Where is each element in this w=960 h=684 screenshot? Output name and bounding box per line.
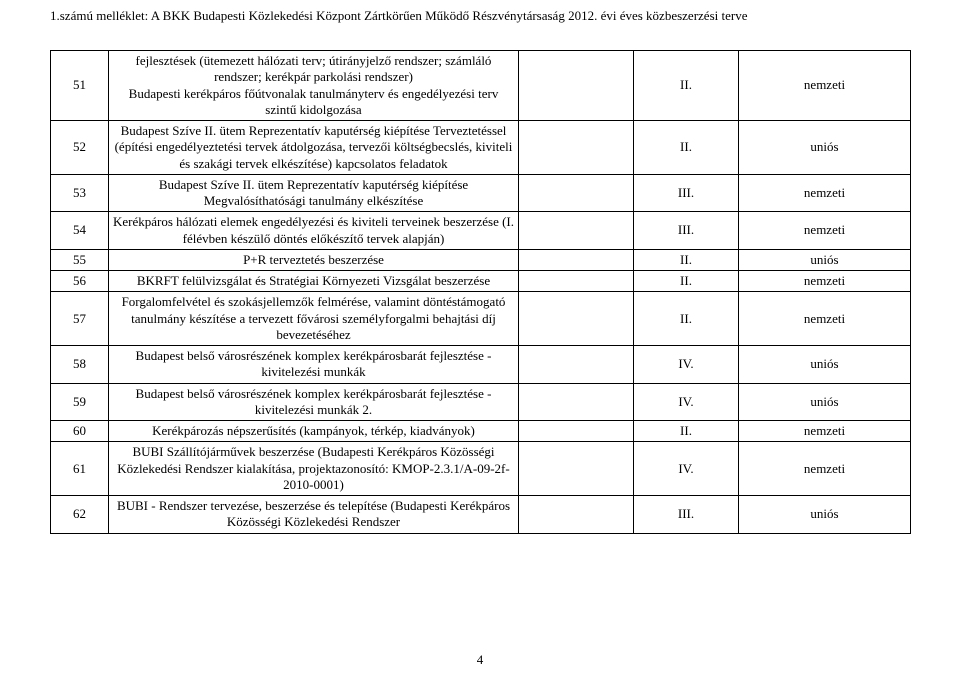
row-number: 53: [51, 174, 109, 212]
row-source: uniós: [739, 383, 911, 421]
row-description: Forgalomfelvétel és szokásjellemzők felm…: [109, 292, 519, 346]
row-blank: [519, 442, 634, 496]
table-row: 54Kerékpáros hálózati elemek engedélyezé…: [51, 212, 911, 250]
row-roman: II.: [634, 421, 739, 442]
row-number: 58: [51, 346, 109, 384]
row-description: BUBI - Rendszer tervezése, beszerzése és…: [109, 496, 519, 534]
row-number: 57: [51, 292, 109, 346]
row-source: nemzeti: [739, 174, 911, 212]
table-row: 60Kerékpározás népszerűsítés (kampányok,…: [51, 421, 911, 442]
row-description: BKRFT felülvizsgálat és Stratégiai Körny…: [109, 271, 519, 292]
table-row: 58Budapest belső városrészének komplex k…: [51, 346, 911, 384]
row-number: 60: [51, 421, 109, 442]
row-roman: III.: [634, 496, 739, 534]
row-number: 56: [51, 271, 109, 292]
row-source: uniós: [739, 121, 911, 175]
row-description: Kerékpáros hálózati elemek engedélyezési…: [109, 212, 519, 250]
row-source: nemzeti: [739, 212, 911, 250]
row-source: uniós: [739, 346, 911, 384]
row-blank: [519, 421, 634, 442]
table-row: 61BUBI Szállítójárművek beszerzése (Buda…: [51, 442, 911, 496]
row-blank: [519, 51, 634, 121]
row-roman: II.: [634, 249, 739, 270]
row-description: Budapest Szíve II. ütem Reprezentatív ka…: [109, 121, 519, 175]
row-description: BUBI Szállítójárművek beszerzése (Budape…: [109, 442, 519, 496]
row-blank: [519, 292, 634, 346]
row-description: Budapest belső városrészének komplex ker…: [109, 383, 519, 421]
table-row: 52Budapest Szíve II. ütem Reprezentatív …: [51, 121, 911, 175]
procurement-table: 51fejlesztések (ütemezett hálózati terv;…: [50, 50, 911, 534]
table-row: 57Forgalomfelvétel és szokásjellemzők fe…: [51, 292, 911, 346]
row-roman: IV.: [634, 442, 739, 496]
row-source: nemzeti: [739, 442, 911, 496]
row-blank: [519, 271, 634, 292]
row-blank: [519, 496, 634, 534]
row-number: 54: [51, 212, 109, 250]
row-roman: IV.: [634, 383, 739, 421]
row-source: nemzeti: [739, 421, 911, 442]
row-number: 51: [51, 51, 109, 121]
table-row: 53Budapest Szíve II. ütem Reprezentatív …: [51, 174, 911, 212]
row-roman: III.: [634, 174, 739, 212]
row-number: 52: [51, 121, 109, 175]
row-blank: [519, 249, 634, 270]
row-blank: [519, 212, 634, 250]
row-source: nemzeti: [739, 292, 911, 346]
row-roman: II.: [634, 271, 739, 292]
row-roman: II.: [634, 121, 739, 175]
row-description: Budapest belső városrészének komplex ker…: [109, 346, 519, 384]
page-number-value: 4: [477, 652, 484, 667]
page-number: 4: [0, 652, 960, 668]
row-number: 62: [51, 496, 109, 534]
row-source: uniós: [739, 496, 911, 534]
page-header: 1.számú melléklet: A BKK Budapesti Közle…: [50, 8, 747, 24]
row-blank: [519, 174, 634, 212]
row-blank: [519, 383, 634, 421]
table-row: 59Budapest belső városrészének komplex k…: [51, 383, 911, 421]
row-roman: III.: [634, 212, 739, 250]
row-roman: II.: [634, 292, 739, 346]
row-number: 61: [51, 442, 109, 496]
table-row: 62BUBI - Rendszer tervezése, beszerzése …: [51, 496, 911, 534]
row-roman: IV.: [634, 346, 739, 384]
table-row: 55P+R terveztetés beszerzése II.uniós: [51, 249, 911, 270]
header-text: 1.számú melléklet: A BKK Budapesti Közle…: [50, 8, 747, 23]
table-container: 51fejlesztések (ütemezett hálózati terv;…: [50, 50, 910, 534]
row-description: P+R terveztetés beszerzése: [109, 249, 519, 270]
row-roman: II.: [634, 51, 739, 121]
row-blank: [519, 346, 634, 384]
row-source: uniós: [739, 249, 911, 270]
table-row: 51fejlesztések (ütemezett hálózati terv;…: [51, 51, 911, 121]
row-number: 55: [51, 249, 109, 270]
row-description: fejlesztések (ütemezett hálózati terv; ú…: [109, 51, 519, 121]
row-source: nemzeti: [739, 271, 911, 292]
table-row: 56BKRFT felülvizsgálat és Stratégiai Kör…: [51, 271, 911, 292]
row-number: 59: [51, 383, 109, 421]
row-description: Kerékpározás népszerűsítés (kampányok, t…: [109, 421, 519, 442]
row-blank: [519, 121, 634, 175]
row-description: Budapest Szíve II. ütem Reprezentatív ka…: [109, 174, 519, 212]
row-source: nemzeti: [739, 51, 911, 121]
